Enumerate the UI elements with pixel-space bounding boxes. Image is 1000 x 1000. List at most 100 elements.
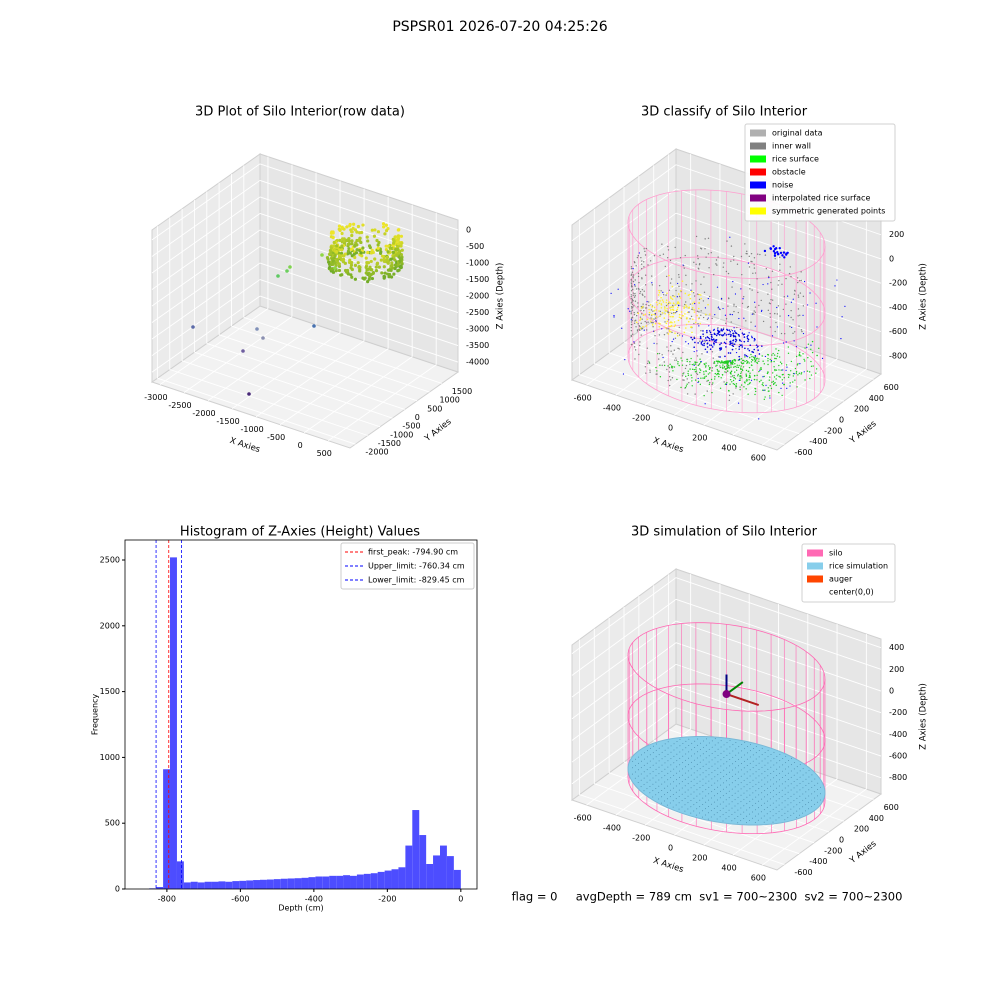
point: [741, 362, 743, 365]
grid-line: [571, 237, 677, 314]
point: [725, 270, 728, 273]
point: [761, 760, 763, 762]
point: [660, 303, 663, 305]
point: [732, 763, 734, 765]
point: [670, 777, 672, 779]
point: [793, 768, 795, 770]
point: [732, 750, 734, 752]
point: [781, 815, 783, 817]
legend-swatch: [750, 129, 766, 137]
point: [779, 256, 781, 258]
point: [818, 347, 820, 350]
point: [668, 375, 671, 378]
point: [677, 293, 680, 295]
point: [697, 257, 699, 260]
point: [699, 812, 701, 814]
point: [720, 784, 722, 786]
point: [367, 244, 372, 248]
point: [725, 334, 728, 336]
point: [754, 357, 756, 359]
point: [679, 764, 681, 766]
point: [730, 364, 732, 366]
point: [738, 335, 741, 337]
point: [728, 816, 730, 818]
point: [724, 342, 727, 345]
point: [755, 758, 757, 760]
point: [707, 365, 710, 367]
grid-line: [151, 180, 261, 257]
point: [708, 742, 710, 744]
point: [661, 364, 663, 367]
point: [643, 777, 645, 779]
point: [658, 310, 660, 312]
point: [749, 807, 751, 809]
point: [699, 806, 701, 808]
point: [734, 363, 736, 365]
point: [742, 362, 745, 364]
point: [744, 741, 746, 743]
point: [357, 264, 361, 269]
grid-line: [579, 794, 785, 865]
point: [651, 306, 653, 308]
point: [782, 382, 784, 384]
point: [679, 751, 681, 753]
point: [348, 258, 352, 262]
point: [658, 352, 661, 355]
point: [386, 261, 390, 265]
point: [803, 358, 805, 361]
point: [633, 341, 635, 343]
point: [758, 775, 760, 777]
point: [684, 772, 686, 774]
point: [696, 776, 698, 778]
point: [650, 321, 653, 324]
point: [737, 777, 739, 779]
point: [698, 293, 700, 296]
point: [728, 809, 730, 811]
point: [726, 773, 728, 775]
bar: [211, 881, 219, 889]
point: [787, 791, 789, 793]
point: [776, 252, 780, 256]
point: [345, 239, 349, 243]
point: [708, 774, 710, 776]
point: [754, 390, 757, 393]
point: [665, 327, 667, 329]
point: [652, 790, 654, 792]
point: [723, 262, 725, 264]
point: [714, 795, 716, 797]
point: [720, 778, 722, 780]
point: [776, 374, 778, 377]
z-tick-label: -600: [889, 327, 907, 336]
point: [655, 787, 657, 789]
point: [705, 757, 707, 759]
point: [696, 350, 698, 352]
point: [678, 783, 680, 785]
point: [673, 349, 676, 351]
point: [370, 228, 374, 232]
point: [730, 329, 733, 331]
point: [756, 278, 758, 280]
point: [708, 767, 710, 769]
y-tick-label: -200: [824, 426, 842, 435]
point: [670, 764, 672, 766]
point: [691, 290, 693, 293]
point: [704, 814, 706, 816]
point: [780, 332, 783, 335]
point: [747, 383, 749, 386]
point: [747, 356, 749, 358]
point: [782, 342, 785, 344]
z-tick-label: -200: [889, 708, 907, 717]
point: [384, 229, 389, 233]
point: [350, 239, 354, 243]
point: [752, 312, 754, 314]
point: [651, 275, 653, 277]
point: [694, 361, 697, 364]
point: [640, 256, 642, 259]
point: [694, 753, 695, 755]
point: [672, 800, 674, 802]
point: [778, 785, 780, 787]
point: [637, 312, 640, 315]
point: [791, 326, 793, 329]
point: [673, 295, 676, 298]
y-tick-label: 1000: [100, 753, 120, 762]
